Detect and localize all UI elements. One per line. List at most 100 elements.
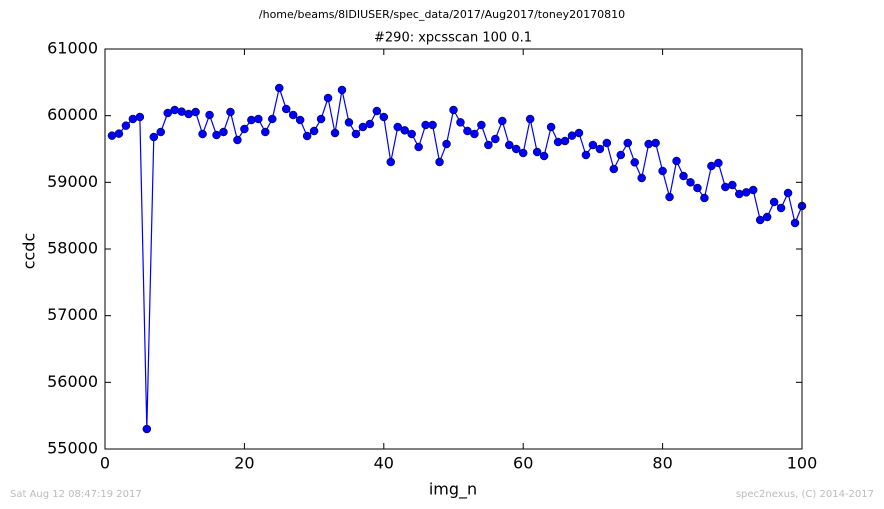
data-point xyxy=(644,139,653,149)
data-point xyxy=(344,118,354,127)
data-point xyxy=(233,135,242,145)
data-point xyxy=(728,180,737,190)
y-tick-label: 57000 xyxy=(47,305,98,324)
data-point xyxy=(595,144,605,154)
data-point xyxy=(553,137,563,147)
data-point xyxy=(484,140,493,150)
data-point xyxy=(337,85,347,95)
data-point xyxy=(302,131,312,141)
y-tick-label: 55000 xyxy=(47,439,98,458)
data-point xyxy=(532,147,542,157)
data-point xyxy=(121,121,131,130)
data-point xyxy=(261,127,270,137)
data-point xyxy=(379,112,389,122)
data-point xyxy=(330,128,340,138)
data-point xyxy=(323,93,333,103)
data-point xyxy=(288,110,298,120)
data-point xyxy=(240,124,249,134)
plot-frame xyxy=(104,48,803,450)
data-point xyxy=(588,140,598,150)
data-point xyxy=(658,166,667,176)
data-point xyxy=(135,112,145,122)
data-point xyxy=(386,157,396,167)
data-point xyxy=(198,129,207,139)
x-axis-label: img_n xyxy=(429,480,477,500)
data-point xyxy=(623,138,632,148)
data-point xyxy=(783,188,793,198)
data-point xyxy=(191,107,200,117)
data-point xyxy=(518,148,528,158)
data-point xyxy=(442,139,451,149)
y-tick-label: 58000 xyxy=(47,239,98,258)
data-point xyxy=(114,129,124,138)
data-point xyxy=(748,185,758,195)
data-point xyxy=(205,110,214,120)
data-point xyxy=(254,114,263,124)
y-tick-label: 59000 xyxy=(47,172,98,191)
data-point xyxy=(714,158,723,168)
data-point xyxy=(769,197,779,207)
data-point xyxy=(477,120,486,130)
data-point xyxy=(372,106,382,116)
x-tick-label: 20 xyxy=(234,454,254,473)
data-point xyxy=(665,192,674,202)
data-point xyxy=(790,218,800,228)
data-point xyxy=(156,127,166,137)
data-point xyxy=(449,105,458,115)
x-tick-label: 60 xyxy=(513,454,533,473)
x-tick-label: 40 xyxy=(374,454,394,473)
data-point xyxy=(762,212,772,222)
data-point xyxy=(142,424,152,434)
data-point xyxy=(581,150,591,160)
y-tick-label: 56000 xyxy=(47,372,98,391)
data-point xyxy=(407,129,416,139)
data-point xyxy=(393,122,402,132)
data-point xyxy=(602,138,612,148)
data-point xyxy=(609,164,619,174)
chart-title: /home/beams/8IDIUSER/spec_data/2017/Aug2… xyxy=(259,8,625,21)
y-tick-label: 60000 xyxy=(47,105,98,124)
data-point xyxy=(414,142,423,152)
data-point xyxy=(456,118,465,127)
data-point xyxy=(546,122,556,132)
data-point xyxy=(505,140,514,150)
data-point xyxy=(316,114,326,124)
series-line xyxy=(111,85,803,430)
data-point xyxy=(630,158,639,167)
data-point xyxy=(226,107,235,117)
data-point xyxy=(679,171,688,181)
data-point xyxy=(309,126,319,136)
data-point xyxy=(637,173,646,183)
data-point xyxy=(700,193,709,203)
y-tick-label: 61000 xyxy=(47,39,98,58)
data-point xyxy=(651,138,660,148)
data-point xyxy=(400,126,409,135)
data-point xyxy=(498,116,507,126)
credit: spec2nexus, (C) 2014-2017 xyxy=(736,489,874,500)
data-point xyxy=(351,129,361,139)
data-point xyxy=(686,178,695,187)
data-point xyxy=(616,150,626,160)
data-point xyxy=(560,136,570,146)
x-tick-label: 100 xyxy=(787,454,818,473)
data-point xyxy=(275,83,284,93)
data-point xyxy=(435,157,444,167)
data-point xyxy=(295,115,305,125)
data-point xyxy=(525,114,535,124)
data-point xyxy=(170,105,179,115)
data-point xyxy=(491,134,500,144)
data-point xyxy=(428,120,437,130)
x-tick-label: 80 xyxy=(652,454,672,473)
data-point xyxy=(281,104,291,114)
y-axis-label: ccdc xyxy=(20,233,39,270)
data-point xyxy=(574,128,584,138)
data-point xyxy=(268,114,277,124)
data-point xyxy=(365,119,375,129)
data-point xyxy=(511,144,521,154)
chart-subtitle: #290: xpcsscan 100 0.1 xyxy=(374,31,532,46)
data-point xyxy=(247,115,256,125)
x-tick-label: 0 xyxy=(100,454,110,473)
data-point xyxy=(776,203,786,213)
data-point xyxy=(219,127,228,137)
